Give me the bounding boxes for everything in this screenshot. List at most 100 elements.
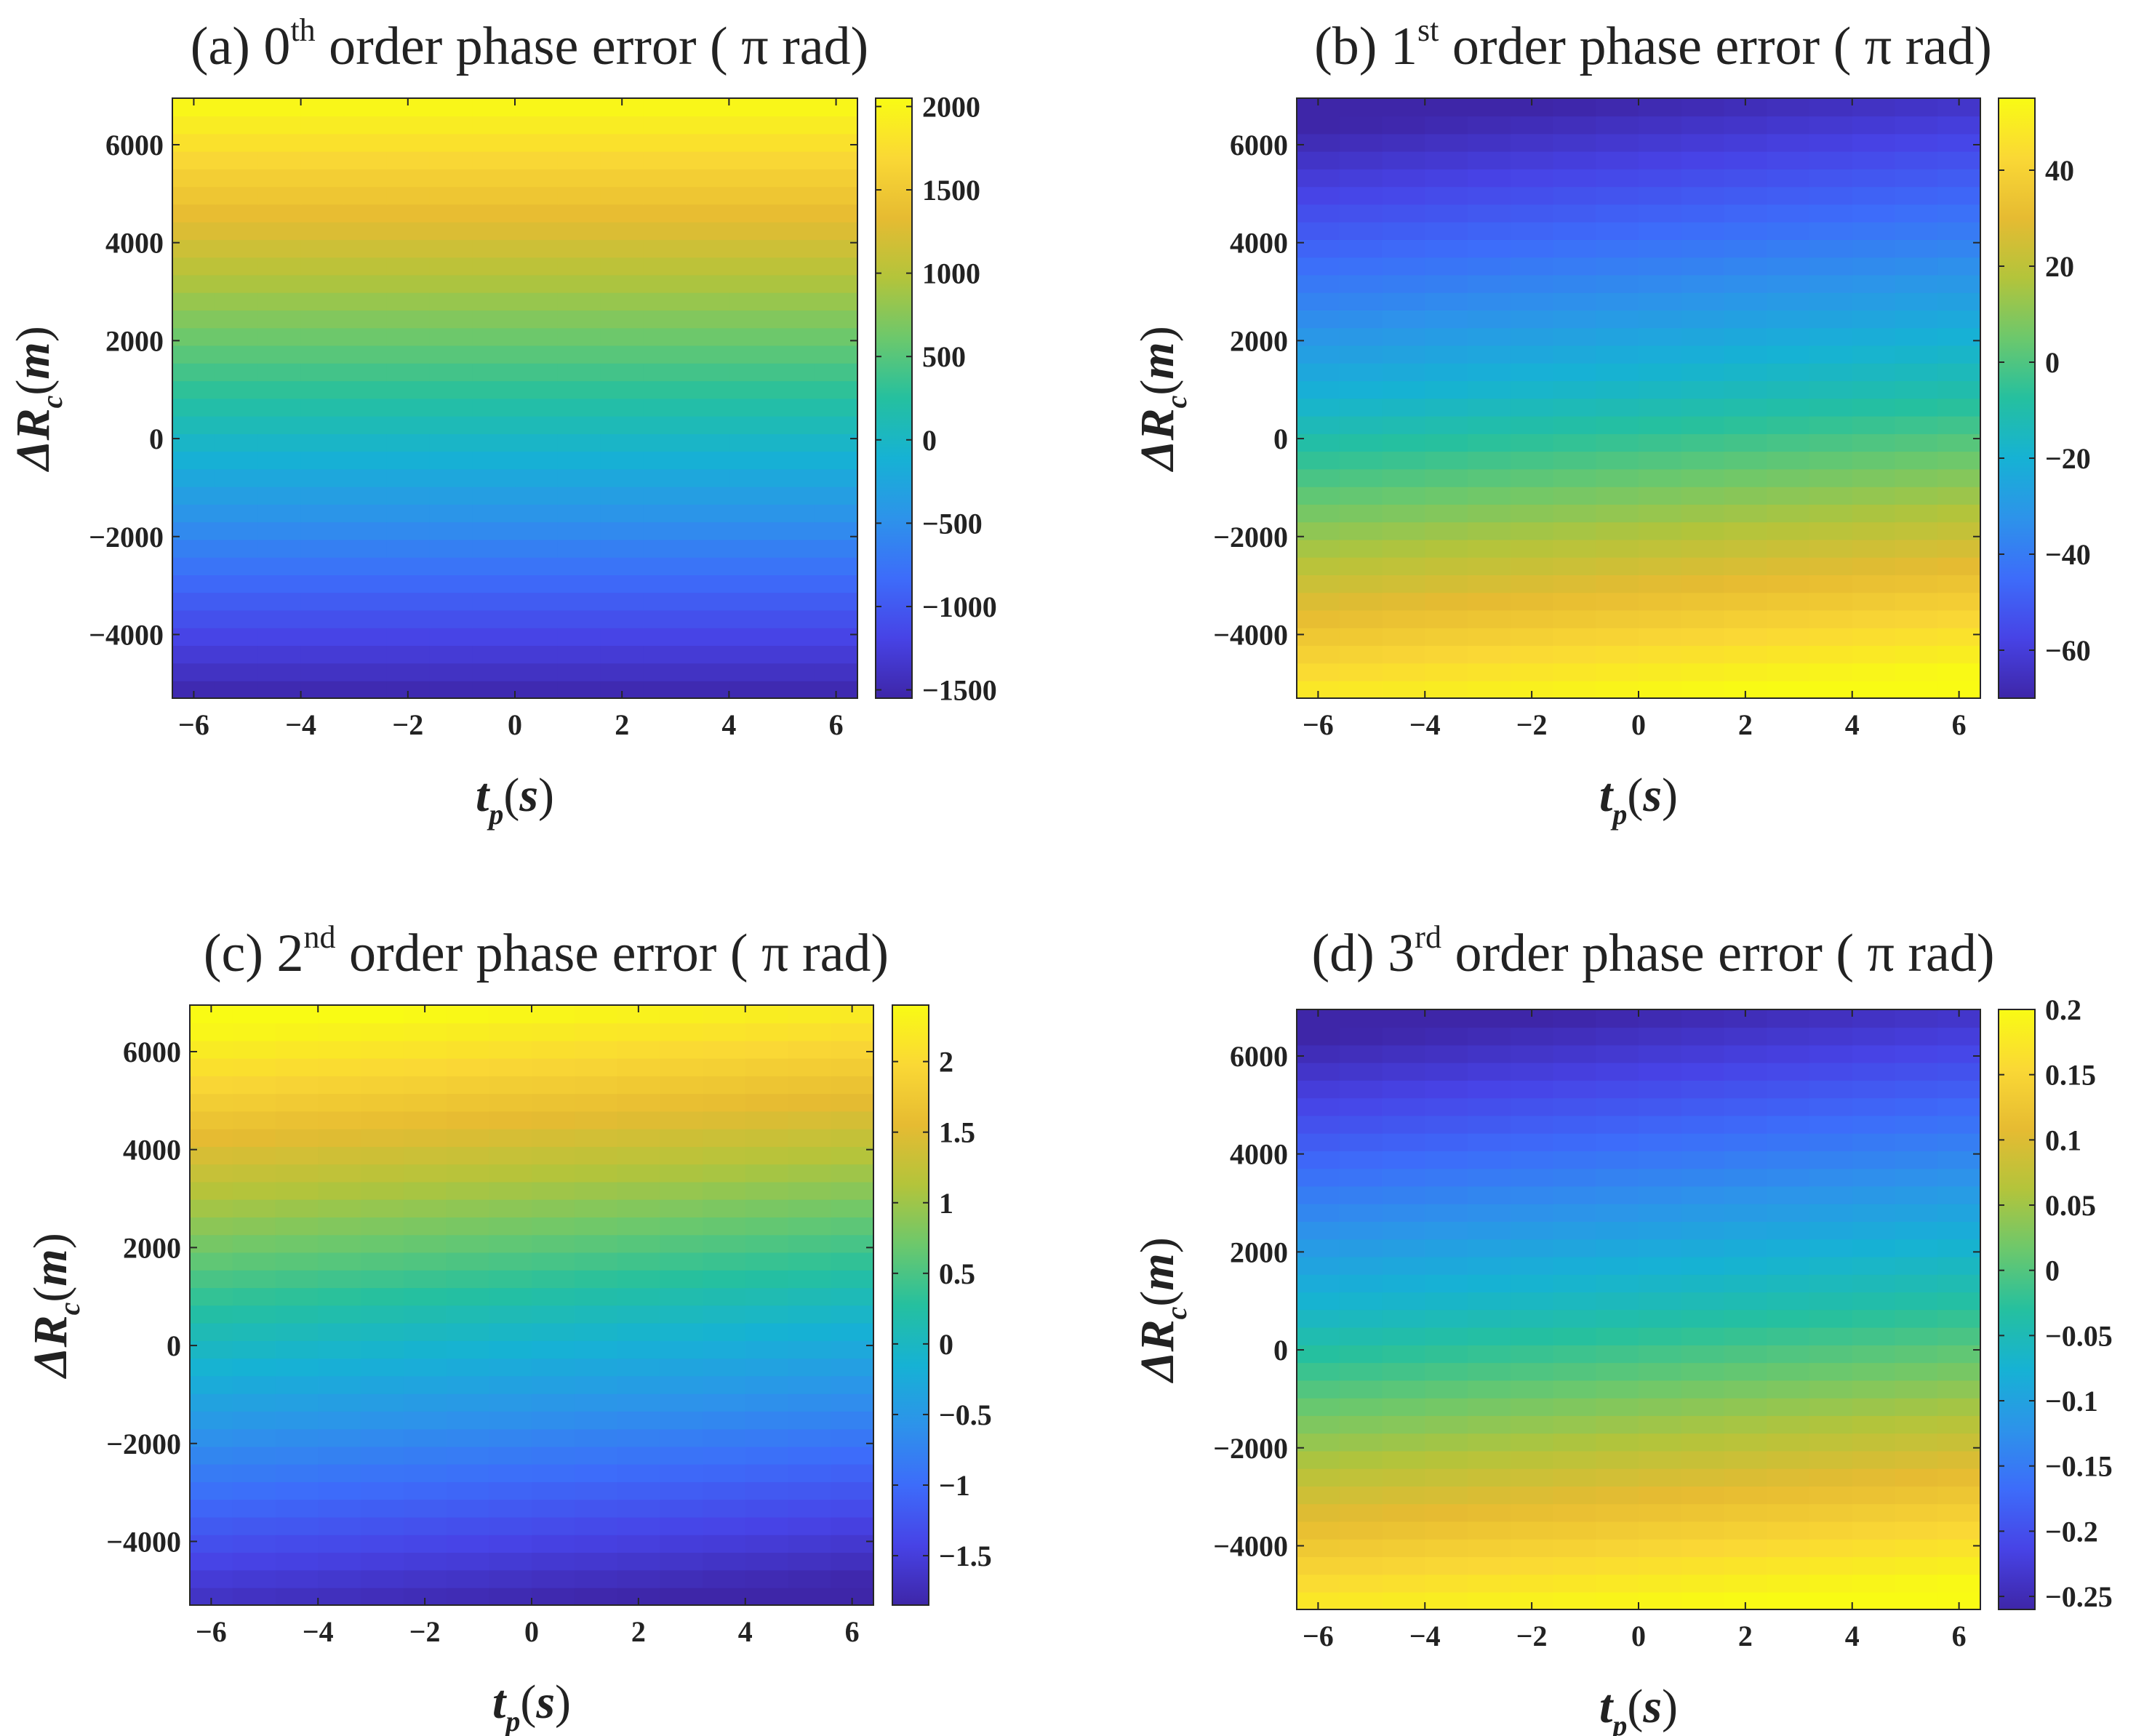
heatmap-cell [1468, 592, 1511, 611]
heatmap-cell [1852, 575, 1896, 593]
heatmap-cell [729, 257, 773, 276]
heatmap-cell [429, 504, 473, 523]
heatmap-cell [403, 1146, 447, 1165]
heatmap-cell [1468, 433, 1511, 452]
heatmap-cell [489, 1411, 532, 1430]
heatmap-cell [772, 468, 815, 487]
heatmap-cell [361, 1446, 404, 1465]
heatmap-cell [1767, 1044, 1810, 1063]
heatmap-cell [1382, 575, 1425, 593]
heatmap-cell [643, 680, 687, 699]
heatmap-cell [1596, 1256, 1639, 1275]
heatmap-cell [472, 627, 516, 646]
heatmap-cell [1468, 204, 1511, 223]
heatmap-cell [343, 221, 388, 240]
heatmap-cell [1339, 1009, 1383, 1028]
heatmap-cell [729, 98, 773, 117]
heatmap-cell [515, 239, 559, 258]
heatmap-cell [574, 1023, 618, 1041]
heatmap-cell [1468, 274, 1511, 293]
heatmap-cell [1809, 221, 1853, 240]
heatmap-cell [557, 539, 601, 558]
heatmap-cell [1339, 327, 1383, 346]
heatmap-cell [772, 627, 815, 646]
heatmap-cell [703, 1516, 746, 1535]
heatmap-cell [1468, 1292, 1511, 1311]
heatmap-cell [686, 575, 730, 593]
heatmap-cell [1339, 1468, 1383, 1487]
heatmap-cell [772, 680, 815, 699]
heatmap-cell [1937, 575, 1981, 593]
heatmap-cell [232, 1499, 276, 1518]
heatmap-cell [1767, 186, 1810, 205]
heatmap-cell [617, 1358, 660, 1377]
heatmap-cell [1937, 1080, 1981, 1099]
heatmap-cell [1297, 1362, 1340, 1381]
heatmap-cell [532, 1569, 575, 1588]
x-tick-label: 6 [829, 708, 844, 741]
heatmap-cell [1297, 1450, 1340, 1469]
heatmap-cell [1596, 1415, 1639, 1434]
heatmap-cell [386, 451, 431, 470]
heatmap-cell [1767, 98, 1810, 117]
heatmap-cell [1339, 539, 1383, 558]
heatmap-cell [1425, 327, 1468, 346]
heatmap-cell [1681, 1380, 1725, 1399]
heatmap-cell [686, 415, 730, 434]
heatmap-cell [600, 239, 644, 258]
heatmap-cell [1297, 186, 1340, 205]
heatmap-cell [745, 1146, 789, 1165]
heatmap-cell [1425, 1397, 1468, 1416]
heatmap-cell [1809, 1027, 1853, 1046]
heatmap-cell [574, 1322, 618, 1341]
heatmap-cell [515, 575, 559, 593]
heatmap-cell [257, 627, 302, 646]
heatmap-cell [1425, 380, 1468, 399]
heatmap-cell [257, 98, 302, 117]
heatmap-cell [1852, 1097, 1896, 1116]
heatmap-cell [660, 1411, 703, 1430]
heatmap-cell [1895, 1221, 1938, 1240]
heatmap-cell [361, 1375, 404, 1394]
heatmap-cell [831, 1199, 874, 1217]
heatmap-cell [1767, 415, 1810, 434]
heatmap-cell [1425, 1009, 1468, 1028]
colorbar-tick-label: 0 [2045, 346, 2060, 379]
heatmap-cell [190, 1358, 233, 1377]
heatmap-cell [318, 1252, 361, 1271]
heatmap-cell [745, 1057, 789, 1076]
heatmap-cell [429, 645, 473, 664]
heatmap-cell [232, 1005, 276, 1024]
heatmap-cell [600, 486, 644, 505]
heatmap-cell [1767, 1292, 1810, 1311]
heatmap-cell [257, 133, 302, 152]
heatmap-cell [1681, 239, 1725, 258]
heatmap-cell [745, 1111, 789, 1129]
heatmap-cell [1895, 186, 1938, 205]
heatmap-cell [1639, 1239, 1682, 1257]
heatmap-cell [232, 1040, 276, 1059]
heatmap-cell [1937, 433, 1981, 452]
heatmap-cell [1382, 627, 1425, 646]
heatmap-cell [788, 1358, 831, 1377]
heatmap-cell [446, 1252, 489, 1271]
heatmap-cell [1809, 592, 1853, 611]
heatmap-cell [772, 151, 815, 169]
heatmap-cell [1767, 1309, 1810, 1328]
heatmap-cell [557, 98, 601, 117]
heatmap-cell [257, 468, 302, 487]
heatmap-cell [1382, 292, 1425, 311]
heatmap-cell [1724, 1185, 1767, 1204]
heatmap-cell [1468, 1574, 1511, 1593]
heatmap-cell [361, 1023, 404, 1041]
heatmap-cell [1468, 1151, 1511, 1169]
heatmap-cell [772, 486, 815, 505]
heatmap-cell [1852, 133, 1896, 152]
heatmap-cell [574, 1005, 618, 1024]
heatmap-cell [1895, 1433, 1938, 1452]
colorbar-tick-label: −1500 [922, 674, 997, 707]
heatmap-cell [1596, 1044, 1639, 1063]
panel-a: −6 −4 −2 0 2 4 6−4000−20000200040006000−1500−1… [7, 12, 997, 831]
heatmap-cell [1852, 1185, 1896, 1204]
heatmap-cell [1681, 575, 1725, 593]
